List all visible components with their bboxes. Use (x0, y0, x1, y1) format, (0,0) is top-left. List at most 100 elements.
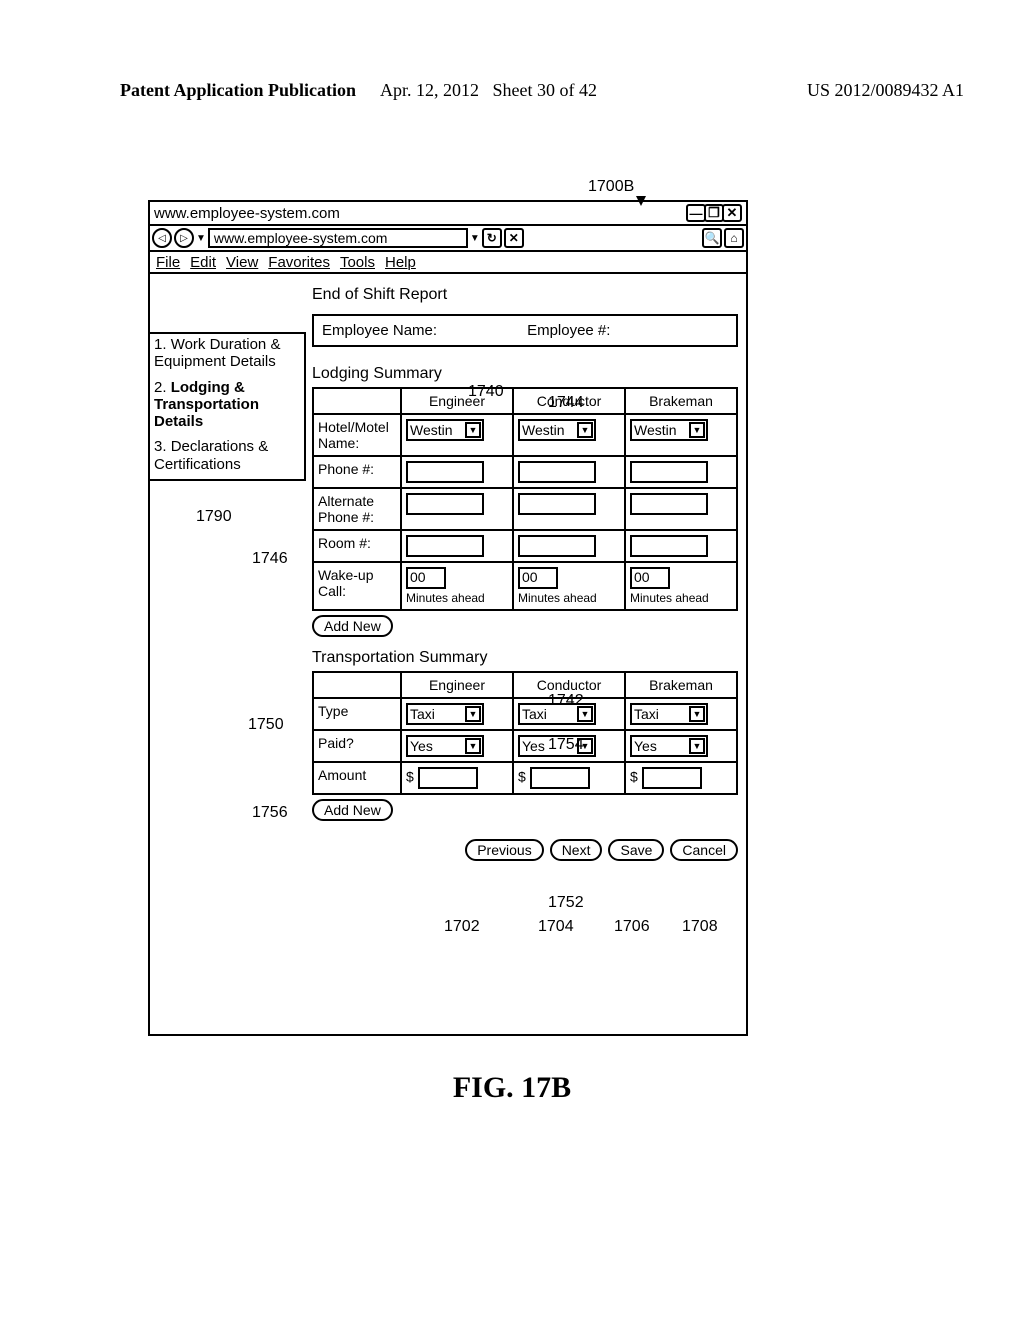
refresh-button[interactable]: ↻ (482, 228, 502, 248)
phone-field-engineer[interactable] (406, 461, 484, 483)
page-title: End of Shift Report (312, 286, 738, 304)
ref-1708: 1708 (682, 918, 718, 936)
previous-button[interactable]: Previous (465, 839, 543, 861)
menu-favorites[interactable]: Favorites (268, 254, 330, 271)
minimize-button[interactable]: — (686, 204, 706, 222)
menu-bar: File Edit View Favorites Tools Help (150, 252, 746, 274)
altphone-field-conductor[interactable] (518, 493, 596, 515)
lodging-col-brakeman: Brakeman (625, 388, 737, 414)
room-field-brakeman[interactable] (630, 535, 708, 557)
menu-edit[interactable]: Edit (190, 254, 216, 271)
dropdown-icon: ▼ (689, 738, 705, 754)
ref-1740: 1740 (468, 383, 504, 401)
ref-1752: 1752 (548, 894, 584, 912)
ref-1744: 1744 (548, 394, 584, 412)
next-button[interactable]: Next (550, 839, 603, 861)
dropdown-icon: ▼ (465, 706, 481, 722)
wakeup-field-engineer[interactable]: 00 (406, 567, 446, 589)
pub-number: US 2012/0089432 A1 (807, 80, 964, 101)
wizard-sidebar: 1. Work Duration & Equipment Details 2. … (150, 274, 306, 1034)
menu-file[interactable]: File (156, 254, 180, 271)
lodging-row-altphone: Alternate Phone #: (313, 488, 737, 530)
window-titlebar: www.employee-system.com — ❐ ✕ (150, 202, 746, 226)
cancel-button[interactable]: Cancel (670, 839, 738, 861)
save-button[interactable]: Save (608, 839, 664, 861)
ref-1790: 1790 (196, 508, 232, 526)
dropdown-icon: ▼ (465, 422, 481, 438)
dropdown-icon: ▼ (577, 422, 593, 438)
close-button[interactable]: ✕ (722, 204, 742, 222)
ref-1756: 1756 (252, 804, 288, 822)
paid-select-engineer[interactable]: Yes▼ (406, 735, 484, 757)
forward-button[interactable]: ▷ (174, 228, 194, 248)
menu-view[interactable]: View (226, 254, 258, 271)
hotel-select-conductor[interactable]: Westin▼ (518, 419, 596, 441)
sidebar-item-3[interactable]: 3. Declarations & Certifications (150, 436, 304, 479)
hotel-select-brakeman[interactable]: Westin▼ (630, 419, 708, 441)
wakeup-field-brakeman[interactable]: 00 (630, 567, 670, 589)
amount-field-brakeman[interactable] (642, 767, 702, 789)
dropdown-icon: ▼ (689, 422, 705, 438)
stop-button[interactable]: ✕ (504, 228, 524, 248)
add-transport-button[interactable]: Add New (312, 799, 393, 821)
browser-navbar: ◁ ▷ ▼ www.employee-system.com ▼ ↻ ✕ 🔍 ⌂ (150, 226, 746, 252)
lodging-row-room: Room #: (313, 530, 737, 562)
maximize-button[interactable]: ❐ (704, 204, 724, 222)
amount-field-engineer[interactable] (418, 767, 478, 789)
lodging-row-wakeup: Wake-up Call: 00Minutes ahead 00Minutes … (313, 562, 737, 610)
ref-1700b: 1700B (588, 178, 634, 196)
ref-1706: 1706 (614, 918, 650, 936)
type-select-engineer[interactable]: Taxi▼ (406, 703, 484, 725)
figure-caption: FIG. 17B (453, 1071, 571, 1105)
transport-header-row: Engineer Conductor Brakeman (313, 672, 737, 698)
menu-tools[interactable]: Tools (340, 254, 375, 271)
sidebar-item-2[interactable]: 2. Lodging & Transportation Details (150, 377, 304, 437)
page-header: Patent Application Publication Apr. 12, … (120, 80, 964, 101)
history-dropdown-icon[interactable]: ▼ (196, 233, 206, 244)
amount-field-conductor[interactable] (530, 767, 590, 789)
lodging-row-phone: Phone #: (313, 456, 737, 488)
back-button[interactable]: ◁ (152, 228, 172, 248)
address-bar[interactable]: www.employee-system.com (208, 228, 468, 248)
ref-1746: 1746 (252, 550, 288, 568)
figure-container: 1700B www.employee-system.com — ❐ ✕ ◁ ▷ … (148, 200, 752, 1036)
ref-1742: 1742 (548, 692, 584, 710)
type-select-brakeman[interactable]: Taxi▼ (630, 703, 708, 725)
ref-1704: 1704 (538, 918, 574, 936)
phone-field-conductor[interactable] (518, 461, 596, 483)
phone-field-brakeman[interactable] (630, 461, 708, 483)
search-button[interactable]: 🔍 (702, 228, 722, 248)
menu-help[interactable]: Help (385, 254, 416, 271)
room-field-engineer[interactable] (406, 535, 484, 557)
window-controls: — ❐ ✕ (688, 204, 742, 222)
transport-row-type: Type Taxi▼ Taxi▼ Taxi▼ (313, 698, 737, 730)
home-button[interactable]: ⌂ (724, 228, 744, 248)
main-panel: End of Shift Report Employee Name: Emplo… (306, 274, 746, 1034)
hotel-select-engineer[interactable]: Westin▼ (406, 419, 484, 441)
lodging-table: Engineer Conductor Brakeman Hotel/Motel … (312, 387, 738, 611)
altphone-field-brakeman[interactable] (630, 493, 708, 515)
transport-row-paid: Paid? Yes▼ Yes▼ Yes▼ (313, 730, 737, 762)
emp-num-label: Employee #: (527, 322, 610, 339)
wakeup-field-conductor[interactable]: 00 (518, 567, 558, 589)
add-lodging-button[interactable]: Add New (312, 615, 393, 637)
window-title: www.employee-system.com (154, 205, 688, 222)
altphone-field-engineer[interactable] (406, 493, 484, 515)
paid-select-brakeman[interactable]: Yes▼ (630, 735, 708, 757)
transport-summary-title: Transportation Summary (312, 649, 738, 667)
transport-col-engineer: Engineer (401, 672, 513, 698)
address-dropdown-icon[interactable]: ▼ (470, 233, 480, 244)
employee-info-row: Employee Name: Employee #: (312, 314, 738, 347)
arrow-icon (636, 196, 646, 206)
ref-1750: 1750 (248, 716, 284, 734)
room-field-conductor[interactable] (518, 535, 596, 557)
transport-table: Engineer Conductor Brakeman Type Taxi▼ T… (312, 671, 738, 795)
dropdown-icon: ▼ (465, 738, 481, 754)
ref-1702: 1702 (444, 918, 480, 936)
sidebar-item-1[interactable]: 1. Work Duration & Equipment Details (150, 334, 304, 377)
lodging-header-row: Engineer Conductor Brakeman (313, 388, 737, 414)
transport-col-brakeman: Brakeman (625, 672, 737, 698)
wizard-nav-buttons: Previous Next Save Cancel (312, 835, 738, 861)
emp-name-label: Employee Name: (322, 322, 437, 339)
lodging-row-hotel: Hotel/Motel Name: Westin▼ Westin▼ Westin… (313, 414, 737, 456)
